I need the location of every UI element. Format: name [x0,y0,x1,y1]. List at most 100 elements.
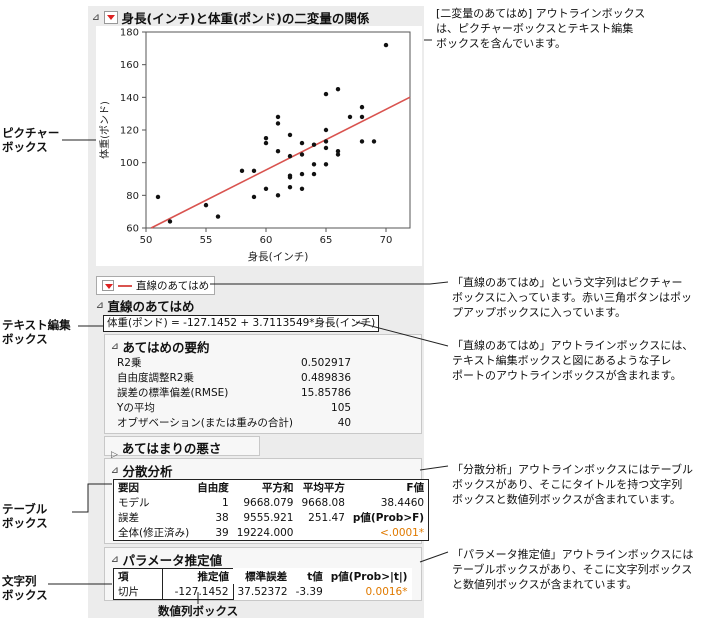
data-point [359,114,365,120]
summary-title: あてはめの要約 [122,340,210,355]
lof-outline: ▷ あてはまりの悪さ(LOF) [104,436,260,472]
leader-line [419,465,449,471]
text-edit-box-label: テキスト編集 ボックス [2,318,71,346]
data-point [323,145,329,151]
params-outline-header[interactable]: ⊿ パラメータ推定値 [111,550,222,569]
note-fit-outline: 「直線のあてはめ」アウトラインボックスには、 テキスト編集ボックスと図にあるよう… [452,339,694,382]
anova-outline-header[interactable]: ⊿ 分散分析 [111,461,173,480]
data-point [287,153,293,159]
data-point [311,142,317,147]
data-point [323,91,329,97]
column-header: 自由度 [197,482,229,494]
column-header: F値 [406,482,425,494]
data-point [347,114,353,120]
summary-label: Yの平均 [117,402,155,414]
anova-cell: 9668.08 [301,496,345,509]
anova-outline: ⊿ 分散分析 要因 自由度 平方和 平均平方 F値 モデル 1 9668.079… [104,458,430,544]
data-point [263,186,269,191]
y-tick-label: 60 [126,224,139,235]
table-row: Yの平均 105 [113,400,355,415]
data-point [275,193,281,198]
summary-table: R2乗 0.502917 自由度調整R2乗 0.489836 誤差の標準偏差(RMS… [113,355,355,430]
disclosure-icon[interactable]: ⊿ [96,300,104,311]
data-point [335,152,341,157]
data-point [251,168,257,174]
fit-line-legend-button[interactable]: 直線のあてはめ [96,276,216,295]
y-axis-label: 体重(ポンド) [98,101,111,159]
column-header: 項 [113,568,163,584]
data-point [299,152,305,157]
column-header: 標準誤差 [245,570,288,583]
note-bivariate-outline: [二変量のあてはめ] アウトラインボックス は、ピクチャーボックスとテキスト編集… [436,7,646,50]
data-point [239,168,245,174]
data-point [275,149,281,154]
fit-line-swatch [118,284,132,287]
data-point [311,162,317,167]
anova-cell: 全体(修正済み) [118,527,190,539]
number-col-box-label: 数値列ボックス [158,604,239,618]
table-row: 誤差の標準偏差(RMSE) 15.85786 [113,385,355,400]
leader-line [419,551,449,563]
data-point [299,171,305,177]
leader-line [355,321,449,347]
leader-line [72,483,112,513]
string-col-box-label: 文字列 ボックス [2,574,48,602]
x-tick-label: 55 [200,235,213,246]
data-point [323,162,329,167]
summary-outline-header[interactable]: ⊿ あてはめの要約 [111,337,210,356]
disclosure-icon[interactable]: ⊿ [111,341,119,352]
table-header-row: 項 推定値 標準誤差 t値 p値(Prob>|t|) [113,568,412,584]
x-tick-label: 60 [260,235,273,246]
params-cell: 0.0016* [365,585,408,598]
data-point [251,194,257,200]
table-row: 全体(修正済み) 39 19224.000 <.0001* [114,525,429,541]
data-point [323,127,329,133]
params-cell: 37.52372 [237,585,288,598]
column-header: p値(Prob>|t|) [330,570,408,583]
leader-line [210,281,449,285]
params-table: 項 推定値 標準誤差 t値 p値(Prob>|t|) 切片 -127.1452 … [113,568,412,600]
anova-cell: 39 [215,526,229,539]
summary-label: 誤差の標準偏差(RMSE) [117,387,229,399]
data-point [287,132,293,138]
x-tick-label: 50 [140,235,153,246]
red-triangle-menu-icon[interactable] [102,280,114,291]
anova-table: 要因 自由度 平方和 平均平方 F値 モデル 1 9668.079 9668.0… [113,479,430,541]
data-point [335,149,341,154]
bivariate-outline-header[interactable]: ⊿ 身長(インチ)と体重(ポンド)の二変量の関係 [92,8,369,27]
red-triangle-menu-icon[interactable] [103,11,118,24]
params-outline: ⊿ パラメータ推定値 項 推定値 標準誤差 t値 p値(Prob>|t|) 切片… [104,547,422,601]
y-tick-label: 140 [120,93,139,104]
disclosure-icon[interactable]: ⊿ [92,12,100,23]
scatter-plot: 50 55 60 65 70 60 80 100 120 140 160 180 身長(インチ) 体重(ポ… [96,26,422,266]
disclosure-icon[interactable]: ⊿ [111,465,119,476]
data-point [311,171,317,177]
table-row: 誤差 38 9555.921 251.47 p値(Prob>F) [114,510,429,525]
fit-outline-header[interactable]: ⊿ 直線のあてはめ [96,296,195,315]
disclosure-closed-icon[interactable]: ▷ [111,450,118,460]
data-point [335,86,341,92]
params-cell: 切片 [113,584,163,600]
data-point [371,139,377,144]
fit-line-button-label: 直線のあてはめ [136,280,210,292]
column-header: 平均平方 [302,482,345,494]
table-row: 自由度調整R2乗 0.489836 [113,370,355,385]
anova-cell: p値(Prob>F) [352,512,425,524]
column-header: 要因 [118,482,139,494]
table-row: オブザベーション(または重みの合計) 40 [113,415,355,430]
summary-label: R2乗 [117,357,142,369]
data-point [299,140,305,146]
anova-cell: 9555.921 [243,511,294,524]
disclosure-icon[interactable]: ⊿ [111,554,119,565]
data-point [275,114,281,120]
table-row: 切片 -127.1452 37.52372 -3.39 0.0016* [113,584,412,600]
data-point [263,135,269,141]
summary-value: 0.502917 [300,356,352,369]
table-header-row: 要因 自由度 平方和 平均平方 F値 [114,480,429,496]
picture-box-label: ピクチャー ボックス [2,126,60,154]
y-tick-label: 80 [126,191,139,202]
column-header: t値 [307,570,323,583]
anova-cell: 9668.079 [243,496,294,509]
summary-value: 0.489836 [300,371,352,384]
